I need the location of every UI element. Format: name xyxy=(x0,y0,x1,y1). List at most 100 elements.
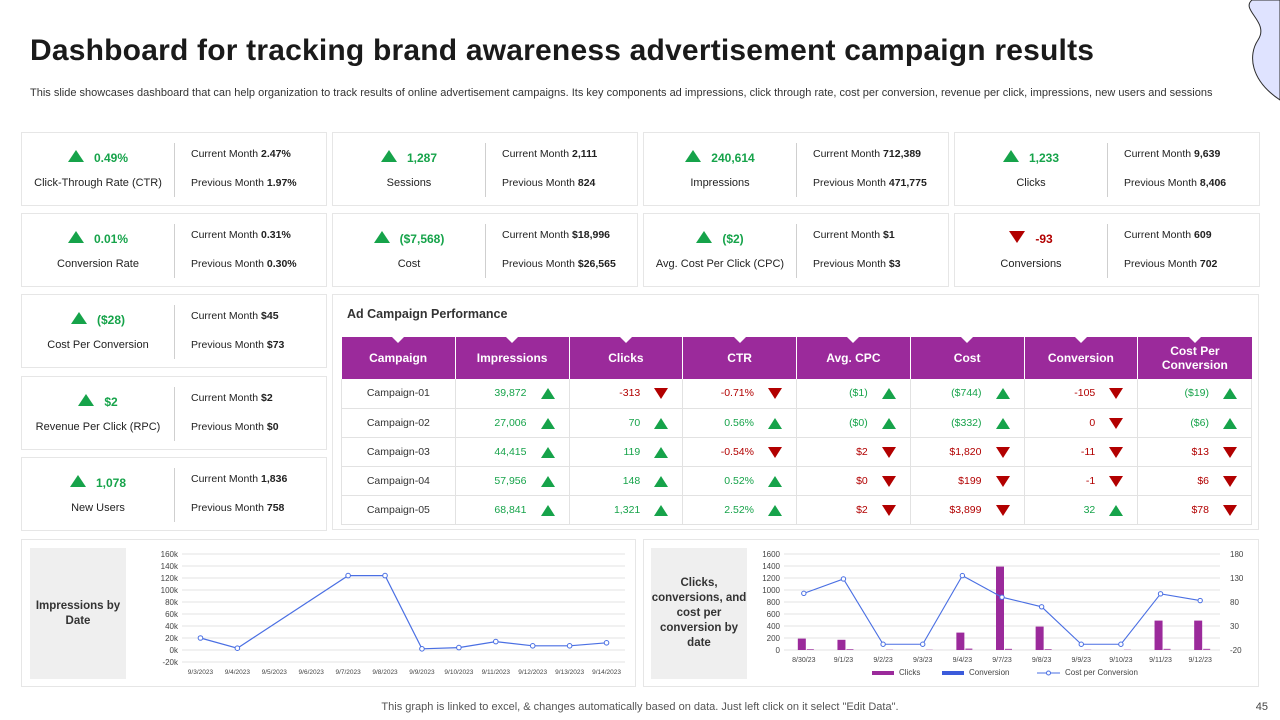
clicks-bar xyxy=(797,638,806,650)
data-point xyxy=(840,576,847,582)
header-label: CTR xyxy=(727,351,752,365)
kpi-main: ($7,568) Cost xyxy=(333,214,485,286)
triangle-up-icon xyxy=(540,417,555,429)
kpi-main: ($28) Cost Per Conversion xyxy=(22,295,174,367)
data-point xyxy=(1157,591,1164,597)
data-point xyxy=(1078,641,1084,647)
kpi-value: -93 xyxy=(1035,231,1053,246)
current-month-value: 2,111 xyxy=(572,148,598,160)
previous-month-label: Previous Month xyxy=(191,258,264,270)
kpi-previous: Previous Month $3 xyxy=(813,258,901,270)
metric-cell: 2.52% xyxy=(682,495,797,525)
kpi-current: Current Month $2 xyxy=(191,392,273,404)
previous-month-label: Previous Month xyxy=(191,502,264,514)
kpi-value: ($2) xyxy=(722,231,744,246)
header-notch xyxy=(619,337,632,343)
kpi-value-line: 240,614 xyxy=(644,149,796,167)
triangle-down-icon xyxy=(1109,446,1124,458)
data-point xyxy=(603,640,610,646)
metric-cell: $2 xyxy=(796,437,911,467)
table-row: Campaign-04 57,956 148 0.52% $0 $199 -1 $6 xyxy=(341,466,1252,496)
triangle-up-icon xyxy=(540,504,555,516)
metric-value: -105 xyxy=(1074,387,1096,399)
kpi-main: 1,078 New Users xyxy=(22,458,174,530)
kpi-value-line: 0.49% xyxy=(22,149,174,167)
kpi-value: 0.01% xyxy=(93,231,129,246)
kpi-divider xyxy=(174,387,175,441)
data-point xyxy=(999,594,1005,600)
y2-tick-label: 130 xyxy=(1230,574,1244,583)
metric-value: $78 xyxy=(1191,503,1209,516)
kpi-divider xyxy=(485,143,486,197)
triangle-down-icon xyxy=(995,504,1010,516)
kpi-main: 1,287 Sessions xyxy=(333,133,485,205)
y2-tick-label: 80 xyxy=(1230,598,1239,607)
triangle-down-icon xyxy=(1109,475,1124,487)
kpi-current: Current Month $1 xyxy=(813,229,895,241)
kpi-value-line: 1,287 xyxy=(333,149,485,167)
y-tick-label: 1000 xyxy=(762,586,780,595)
data-point xyxy=(1118,641,1124,647)
header-label: Conversion xyxy=(1047,351,1114,365)
metric-value: ($19) xyxy=(1184,387,1209,399)
kpi-card: 0.49% Click-Through Rate (CTR) Current Mon… xyxy=(21,132,327,206)
previous-month-value: 8,406 xyxy=(1199,177,1227,189)
kpi-divider xyxy=(485,224,486,278)
legend-label: Clicks xyxy=(899,668,920,677)
triangle-down-icon xyxy=(995,475,1010,487)
triangle-up-icon xyxy=(540,446,555,458)
triangle-up-icon xyxy=(1109,504,1124,516)
kpi-value-line: -93 xyxy=(955,230,1107,248)
conversion-bar xyxy=(1044,649,1052,650)
triangle-up-icon xyxy=(654,446,669,458)
metric-value: $3,899 xyxy=(949,503,982,516)
previous-month-label: Previous Month xyxy=(813,177,886,189)
x-tick-label: 9/7/2023 xyxy=(335,669,361,676)
kpi-previous: Previous Month 471,775 xyxy=(813,177,927,189)
kpi-current: Current Month $45 xyxy=(191,310,279,322)
metric-value: 0.56% xyxy=(724,416,754,429)
triangle-up-icon xyxy=(995,417,1010,429)
kpi-previous: Previous Month 8,406 xyxy=(1124,177,1226,189)
triangle-down-icon xyxy=(995,446,1010,458)
metric-cell: 57,956 xyxy=(455,466,570,496)
metric-cell: ($1) xyxy=(796,379,911,409)
conversion-bar xyxy=(1203,648,1211,650)
kpi-main: 0.49% Click-Through Rate (CTR) xyxy=(22,133,174,205)
kpi-label: Conversion Rate xyxy=(57,258,139,270)
triangle-up-icon xyxy=(373,230,390,243)
table-row: Campaign-03 44,415 119 -0.54% $2 $1,820 -11 $13 xyxy=(341,437,1252,467)
current-month-value: 0.31% xyxy=(261,229,291,241)
kpi-main: $2 Revenue Per Click (RPC) xyxy=(22,377,174,449)
metric-cell: $0 xyxy=(796,466,911,496)
y-tick-label: 1200 xyxy=(762,574,780,583)
triangle-up-icon xyxy=(1223,417,1237,429)
kpi-card: 1,287 Sessions Current Month 2,111 Previous… xyxy=(332,132,638,206)
current-month-label: Current Month xyxy=(502,148,570,160)
metric-value: $199 xyxy=(958,474,982,487)
kpi-value: 1,287 xyxy=(406,150,438,165)
kpi-card: 1,233 Clicks Current Month 9,639 Previous M… xyxy=(954,132,1260,206)
x-tick-label: 9/1/23 xyxy=(834,657,854,664)
kpi-value: ($28) xyxy=(96,312,125,327)
x-tick-label: 9/8/23 xyxy=(1032,657,1052,664)
metric-value: 0.52% xyxy=(724,474,754,487)
metric-value: ($332) xyxy=(951,416,982,429)
kpi-label: Revenue Per Click (RPC) xyxy=(35,421,161,433)
x-tick-label: 9/4/23 xyxy=(953,657,973,664)
kpi-value-line: 0.01% xyxy=(22,230,174,248)
y-tick-label: 1400 xyxy=(762,562,780,571)
campaign-table-title: Ad Campaign Performance xyxy=(347,307,508,321)
y-tick-label: 160k xyxy=(161,550,179,559)
kpi-divider xyxy=(174,143,175,197)
legend-swatch-clicks xyxy=(872,671,894,675)
kpi-current: Current Month 609 xyxy=(1124,229,1212,241)
metric-cell: 68,841 xyxy=(455,495,570,525)
metric-cell: 119 xyxy=(569,437,684,467)
metric-value: $2 xyxy=(856,445,868,458)
header-label: Cost Per Conversion xyxy=(1161,344,1228,372)
x-tick-label: 9/4/2023 xyxy=(225,669,251,676)
kpi-previous: Previous Month 824 xyxy=(502,177,595,189)
table-header-cell: Conversion xyxy=(1024,337,1139,379)
triangle-up-icon xyxy=(1223,388,1237,399)
